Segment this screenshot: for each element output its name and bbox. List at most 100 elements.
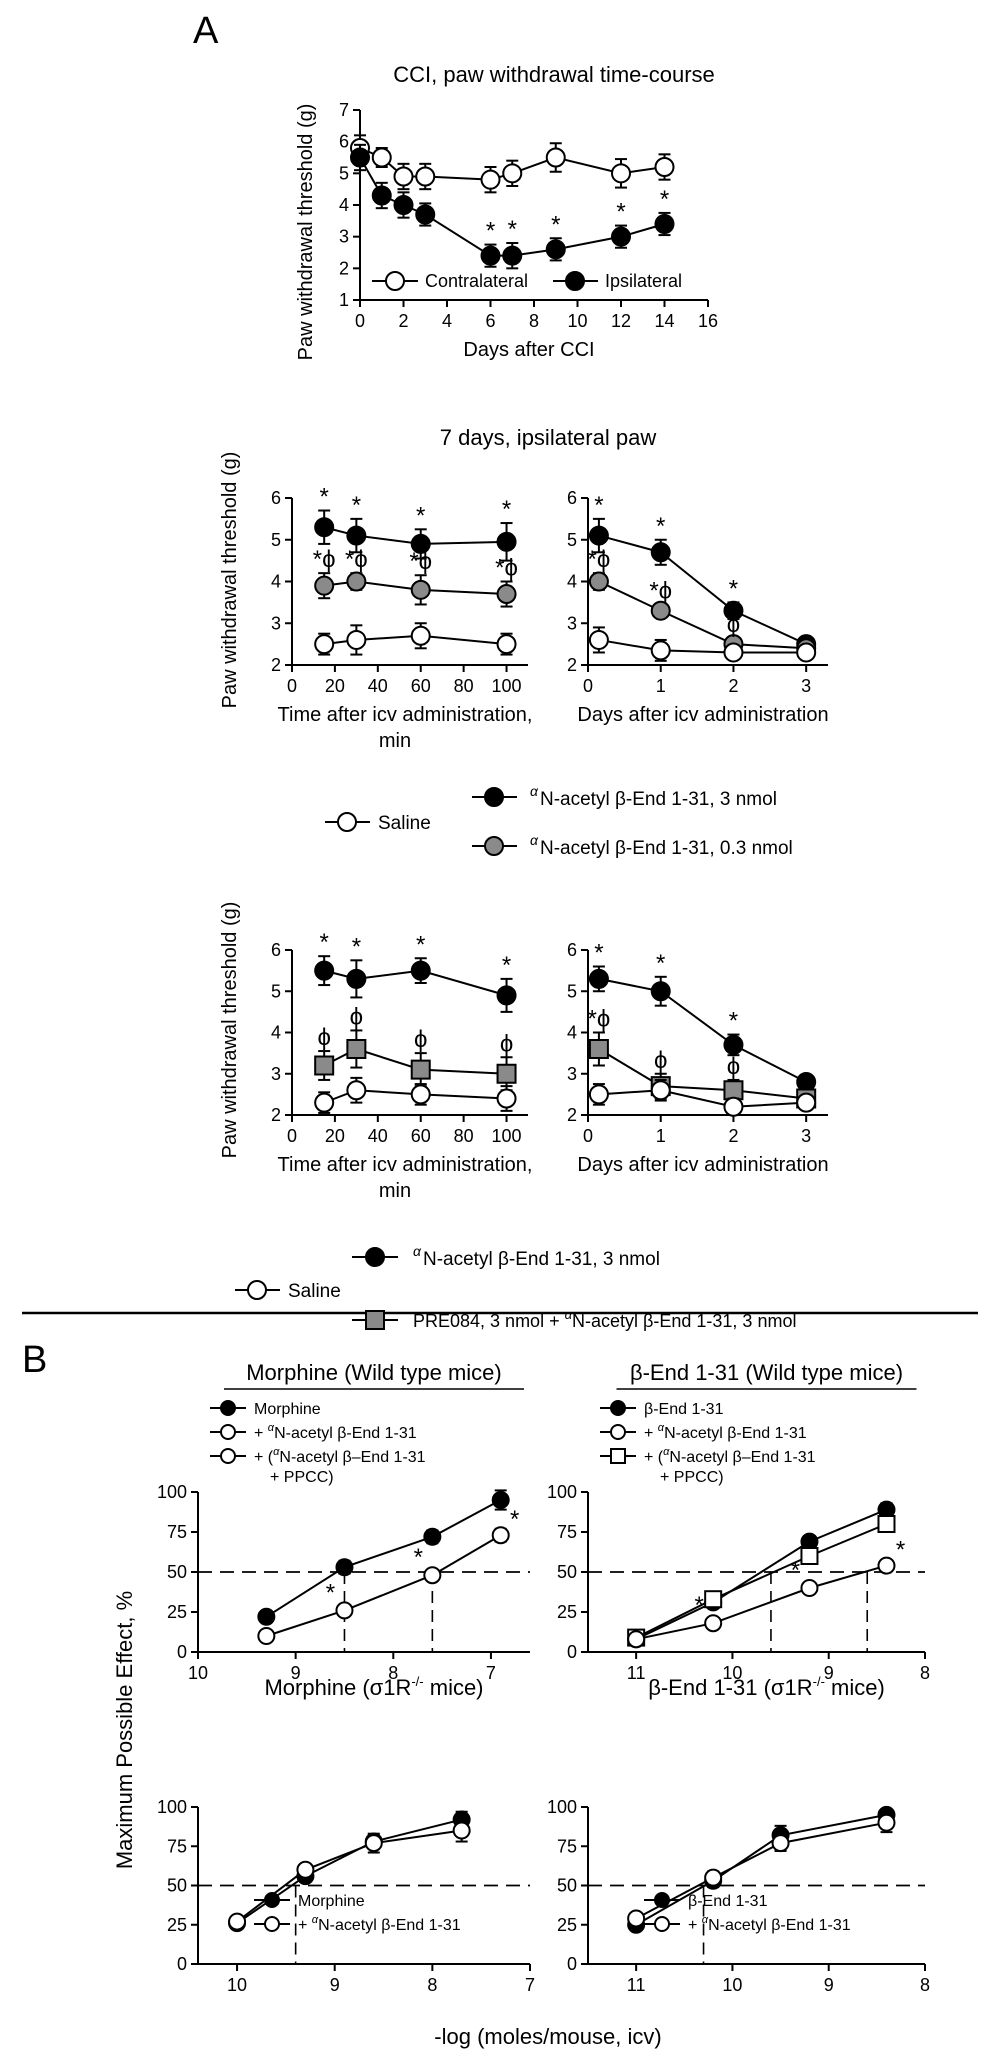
x-tick-label-A3: 0 [583, 676, 593, 696]
chart-title-B4: β-End 1-31 (σ1R-/- mice) [648, 1674, 885, 1700]
y-tick-label-A4: 3 [271, 1064, 281, 1084]
data-point [423, 1566, 442, 1585]
y-tick-label-B1: 25 [167, 1602, 187, 1622]
x-tick-label-B3: 7 [525, 1975, 535, 1995]
significance-mark: * [660, 186, 669, 213]
mid-section-title: 7 days, ipsilateral paw [440, 425, 657, 450]
data-point [314, 575, 335, 596]
data-point [588, 1084, 609, 1105]
legend-low-ab3-marker [365, 1247, 385, 1267]
legend-marker [565, 271, 585, 291]
x-tick-label-A2: 20 [325, 676, 345, 696]
significance-mark: *ϕ [313, 546, 336, 573]
data-point [796, 1092, 817, 1113]
series-line-A4-1 [323, 1047, 507, 1075]
legend-label: Morphine [254, 1401, 321, 1418]
y-tick-label-B4: 25 [557, 1915, 577, 1935]
data-point [800, 1579, 819, 1597]
legend-low: Saline α N-acetyl β-End 1-31, 3 nmol PRE… [235, 1243, 796, 1331]
data-point [228, 1912, 247, 1931]
x-tick-label-A3: 3 [801, 676, 811, 696]
x-tick-label-B4: 8 [920, 1975, 930, 1995]
x-tick-label-A1: 0 [355, 311, 365, 331]
data-point [502, 163, 523, 184]
y-tick-label-A2: 3 [271, 613, 281, 633]
legend-mid: Saline α N-acetyl β-End 1-31, 3 nmol α N… [325, 783, 793, 859]
data-point [410, 960, 431, 981]
data-point [771, 1834, 790, 1853]
x-tick-label-B4: 11 [627, 1975, 646, 1995]
y-tick-label-B2: 100 [547, 1482, 577, 1502]
legend-label: Contralateral [425, 271, 528, 291]
y-tick-label-B2: 75 [557, 1522, 577, 1542]
x-tick-label-B2: 8 [920, 1663, 930, 1683]
y-tick-label-A1: 1 [339, 290, 349, 310]
legend-mid-ab3: N-acetyl β-End 1-31, 3 nmol [540, 789, 777, 810]
series-line-B1-0 [265, 1499, 502, 1618]
title-sup: -/- [813, 1674, 825, 1689]
x-label-A3: Days after icv administration [577, 704, 828, 726]
legend-mid-ab03-marker [484, 836, 504, 856]
x-tick-label-A1: 12 [611, 311, 631, 331]
data-point [502, 245, 523, 266]
x-tick-label-A1: 14 [654, 311, 674, 331]
data-point [723, 1080, 744, 1101]
y-tick-label-B2: 25 [557, 1602, 577, 1622]
data-point [588, 571, 609, 592]
x-tick-label-A3: 2 [728, 676, 738, 696]
data-point [491, 1526, 510, 1545]
significance-mark: * [656, 950, 665, 977]
significance-mark: * [416, 502, 425, 529]
data-point [296, 1860, 315, 1879]
y-tick-label-A3: 5 [567, 530, 577, 550]
chart-title-B3: Morphine (σ1R-/- mice) [264, 1674, 483, 1700]
y-tick-label-B3: 50 [167, 1876, 187, 1896]
significance-mark: * [616, 199, 625, 226]
data-point [410, 533, 431, 554]
svg-text:α: α [530, 832, 539, 848]
x-tick-label-A1: 10 [567, 311, 587, 331]
legend-label: β-End 1-31 [644, 1401, 724, 1418]
legend-label: β-End 1-31 [688, 1893, 768, 1910]
legend-label: Ipsilateral [605, 271, 682, 291]
significance-mark: * [502, 496, 511, 523]
significance-mark: * [791, 1557, 800, 1584]
svg-text:α: α [530, 783, 539, 799]
legend-label: Morphine [298, 1893, 365, 1910]
significance-mark: *ϕ [649, 577, 672, 604]
series-line-A4-0 [323, 969, 507, 997]
y-tick-label-A1: 2 [339, 258, 349, 278]
data-point [410, 625, 431, 646]
y-tick-label-B3: 75 [167, 1836, 187, 1856]
x-tick-label-A1: 4 [442, 311, 452, 331]
series-line-B4-1 [635, 1821, 887, 1920]
chart-title-B1: Morphine (Wild type mice) [246, 1360, 502, 1385]
x-tick-label-A4: 20 [325, 1126, 345, 1146]
y-tick-label-A3: 2 [567, 655, 577, 675]
legend-label: + (αN-acetyl β–End 1-31 [254, 1446, 426, 1466]
significance-mark: *ϕ [588, 546, 611, 573]
legend-label: + αN-acetyl β-End 1-31 [644, 1422, 807, 1442]
y-tick-label-B1: 50 [167, 1562, 187, 1582]
chart-A5: 2 3 4 5 6 0 1 2 3 Days after icv administration * *… [567, 940, 829, 1177]
legend-marker [654, 1892, 670, 1908]
significance-mark: ϕ [414, 1026, 427, 1053]
data-point [346, 571, 367, 592]
y-tick-label-B1: 0 [177, 1642, 187, 1662]
x-tick-label-A2: 80 [454, 676, 474, 696]
series-line-A2-1 [324, 580, 507, 596]
y-tick-label-B2: 50 [557, 1562, 577, 1582]
y-tick-label-B1: 100 [157, 1482, 187, 1502]
significance-mark: * [414, 1544, 423, 1571]
data-point [496, 1063, 517, 1084]
x-tick-label-B4: 9 [824, 1975, 834, 1995]
data-point [410, 1059, 431, 1080]
series-line-A3-0 [598, 534, 807, 646]
x-tick-label-A1: 2 [398, 311, 408, 331]
significance-mark: *ϕ [495, 555, 518, 582]
significance-mark: * [729, 575, 738, 602]
data-point [314, 634, 335, 655]
series-line-A3-1 [598, 580, 807, 650]
legend-mid-ab3-marker [484, 787, 504, 807]
